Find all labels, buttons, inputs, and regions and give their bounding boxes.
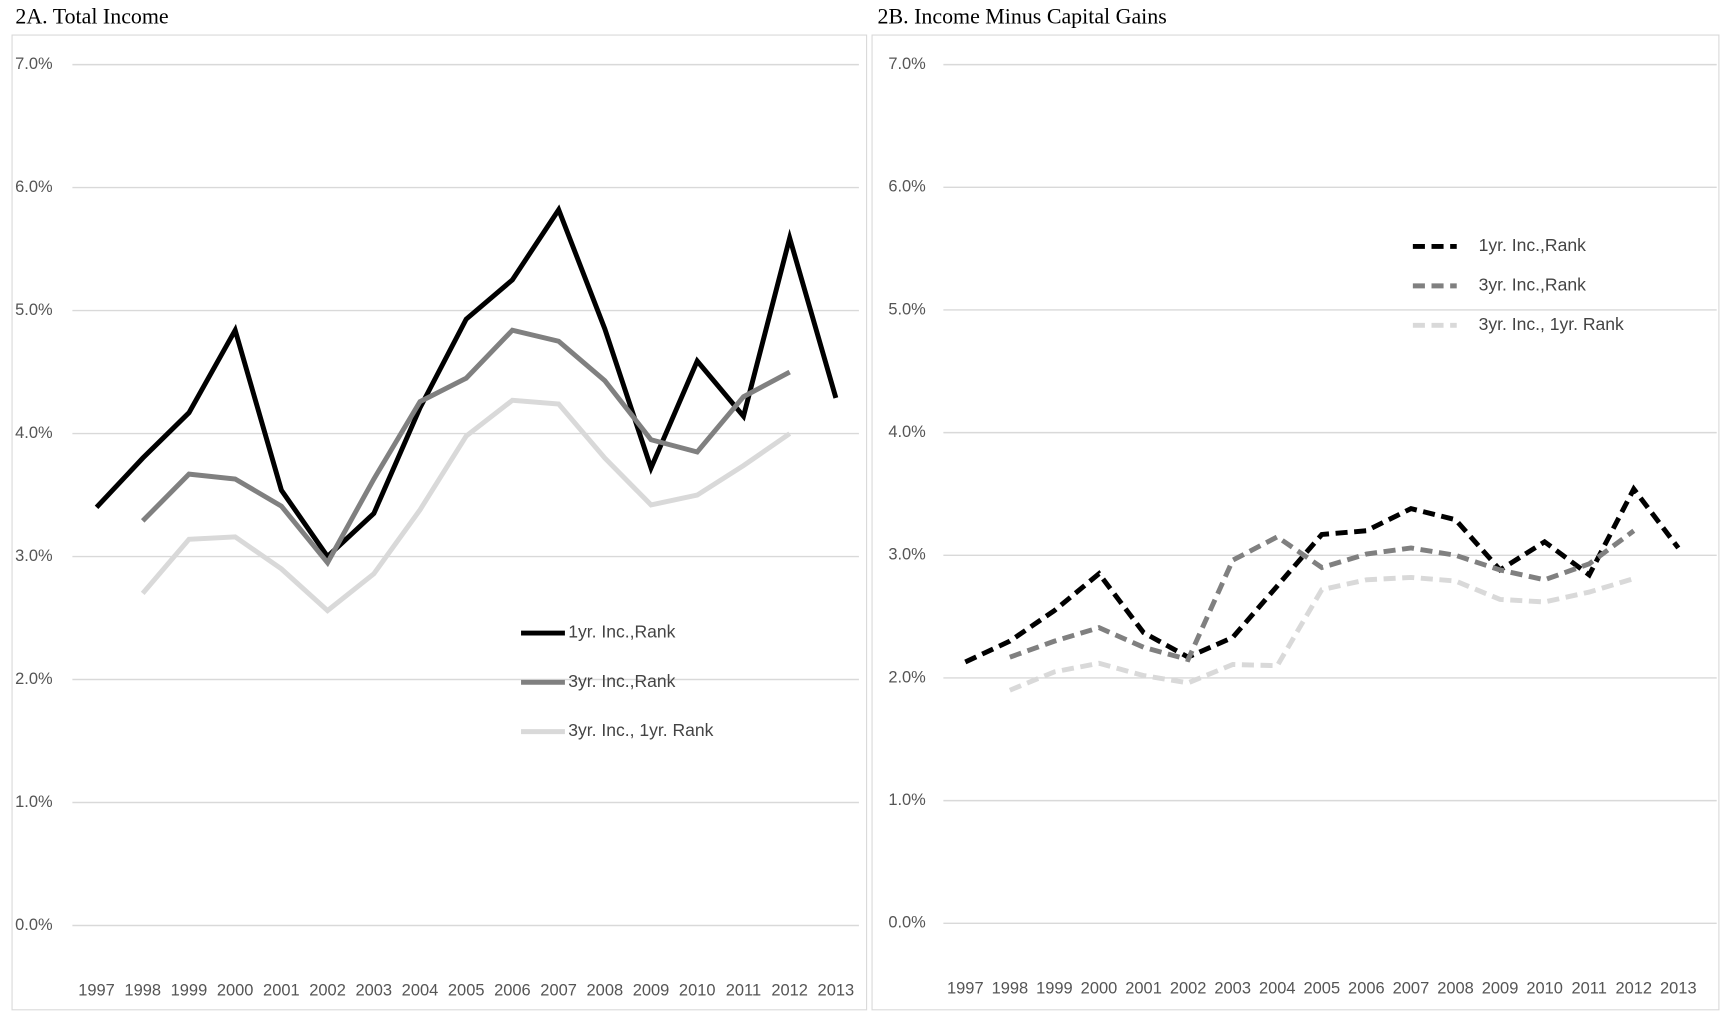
x-tick-label: 2011 (1571, 979, 1606, 997)
x-tick-label: 2009 (1482, 979, 1519, 997)
x-tick-label: 2010 (1526, 979, 1563, 997)
data-line (94, 204, 839, 561)
y-tick-label: 1.0% (888, 791, 926, 809)
legend-label: 1yr. Inc.,Rank (568, 622, 675, 642)
x-tick-label: 1999 (1036, 979, 1073, 997)
x-tick-label: 1999 (171, 982, 208, 1000)
x-tick-label: 2006 (1348, 979, 1385, 997)
legend-label: 3yr. Inc.,Rank (1479, 274, 1586, 294)
x-tick-label: 2008 (587, 982, 624, 1000)
x-tick-label: 1998 (992, 979, 1029, 997)
y-tick-label: 4.0% (15, 424, 53, 442)
x-tick-label: 2006 (494, 982, 531, 1000)
y-tick-label: 0.0% (15, 916, 53, 934)
y-tick-label: 4.0% (888, 423, 926, 441)
x-tick-label: 2005 (1304, 979, 1341, 997)
x-tick-label: 2003 (1214, 979, 1251, 997)
x-tick-label: 2003 (355, 982, 392, 1000)
data-line (140, 397, 792, 614)
x-tick-label: 2008 (1437, 979, 1474, 997)
x-tick-label: 2005 (448, 982, 485, 1000)
x-tick-label: 1997 (78, 982, 115, 1000)
y-tick-label: 0.0% (888, 914, 926, 932)
y-tick-label: 6.0% (15, 178, 53, 196)
x-tick-label: 2011 (726, 982, 761, 1000)
y-tick-label: 2.0% (888, 668, 926, 686)
x-tick-label: 1997 (947, 979, 984, 997)
data-line (140, 327, 791, 568)
data-line (1008, 574, 1635, 693)
y-tick-label: 6.0% (888, 178, 926, 196)
x-tick-label: 2002 (309, 982, 346, 1000)
x-tick-label: 2002 (1170, 979, 1207, 997)
panel-frame (11, 34, 868, 1011)
chart-title: 2B. Income Minus Capital Gains (878, 4, 1167, 29)
x-tick-label: 1998 (124, 982, 161, 1000)
x-tick-label: 2007 (540, 982, 577, 1000)
data-line (964, 484, 1681, 665)
x-tick-label: 2009 (633, 982, 670, 1000)
y-tick-label: 7.0% (888, 55, 926, 73)
x-tick-label: 2010 (679, 982, 716, 1000)
x-tick-label: 2004 (402, 982, 439, 1000)
x-tick-label: 2004 (1259, 979, 1296, 997)
legend-label: 3yr. Inc., 1yr. Rank (568, 720, 713, 740)
y-tick-label: 5.0% (888, 300, 926, 318)
x-tick-label: 2007 (1393, 979, 1430, 997)
x-tick-label: 2012 (1615, 979, 1652, 997)
legend-label: 3yr. Inc., 1yr. Rank (1479, 314, 1624, 334)
y-tick-label: 7.0% (15, 55, 53, 73)
x-tick-label: 2001 (1125, 979, 1162, 997)
y-tick-label: 5.0% (15, 301, 53, 319)
data-line (1009, 528, 1636, 663)
y-tick-label: 2.0% (15, 670, 53, 688)
x-tick-label: 2012 (771, 982, 808, 1000)
legend-label: 3yr. Inc.,Rank (568, 671, 675, 691)
x-tick-label: 2000 (217, 982, 254, 1000)
legend-label: 1yr. Inc.,Rank (1479, 235, 1586, 255)
panel-frame (871, 34, 1720, 1011)
y-tick-label: 3.0% (888, 546, 926, 564)
x-tick-label: 2013 (1660, 979, 1697, 997)
x-tick-label: 2013 (818, 982, 855, 1000)
x-tick-label: 2000 (1081, 979, 1118, 997)
chart-title: 2A. Total Income (15, 4, 168, 29)
x-tick-label: 2001 (263, 982, 300, 1000)
y-tick-label: 1.0% (15, 793, 53, 811)
y-tick-label: 3.0% (15, 547, 53, 565)
